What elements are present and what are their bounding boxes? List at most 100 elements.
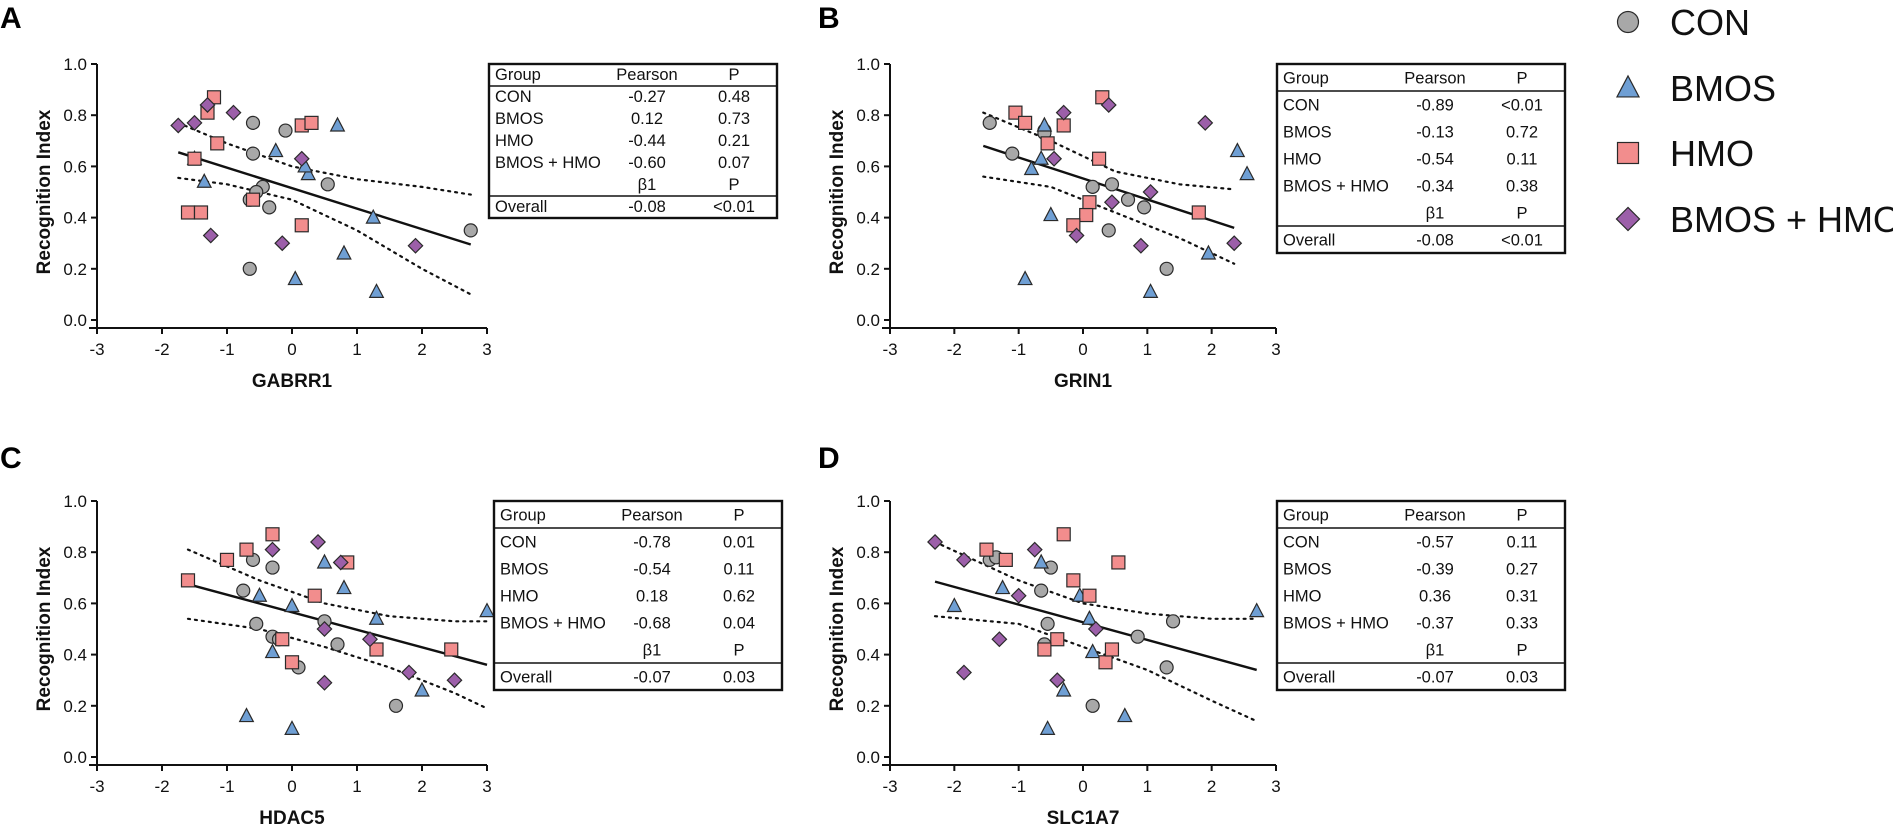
- data-point-triangle: [1033, 149, 1050, 165]
- legend-label: HMO: [1670, 133, 1754, 174]
- series-hmo: [180, 90, 319, 233]
- data-point-diamond: [927, 533, 944, 550]
- data-point-square: [275, 632, 290, 647]
- panel-letter: A: [0, 2, 22, 35]
- ci-lower-line: [177, 176, 472, 296]
- data-point-diamond: [1068, 227, 1085, 244]
- table-row-cell: -0.34: [1416, 177, 1454, 195]
- data-point-triangle: [368, 283, 385, 298]
- y-tick-label: 0.6: [63, 594, 87, 613]
- ci-upper-line: [933, 540, 1258, 620]
- table-header-cell: Pearson: [1404, 506, 1465, 524]
- data-point-diamond: [1049, 672, 1066, 689]
- table-row-cell: 0.11: [724, 560, 755, 578]
- series-bmos-hmo: [1046, 96, 1243, 254]
- data-point-square: [1104, 642, 1120, 657]
- table-overall-cell: -0.08: [628, 198, 666, 216]
- y-axis-title: Recognition Index: [827, 546, 848, 711]
- data-point-square: [1056, 118, 1071, 133]
- table-row-cell: -0.89: [1416, 96, 1454, 114]
- data-point-square: [294, 218, 309, 233]
- x-tick-label: 0: [1078, 340, 1087, 359]
- table-row-cell: 0.73: [718, 110, 750, 128]
- x-tick-label: -3: [882, 777, 897, 796]
- panel-a: A 0.0 0.2 0.4 0.6 0.8 1.0 -3 -2 -1 0 1 2 3 GABRR1 Recog…: [0, 2, 492, 392]
- data-point-triangle: [1239, 165, 1255, 181]
- table-border: [487, 62, 779, 220]
- panel-letter: C: [0, 442, 22, 475]
- table-row-cell: -0.44: [628, 132, 666, 150]
- table-subheader-cell: β1: [1426, 641, 1445, 659]
- table-row-cell: BMOS: [1283, 560, 1332, 578]
- data-point-circle: [330, 637, 345, 652]
- x-tick-label: 1: [1143, 777, 1152, 796]
- panel-d: D 0.0 0.2 0.4 0.6 0.8 1.0 -3 -2 -1 0 1 2 3 SLC1A7 Recog…: [818, 442, 1281, 825]
- panel-c: C 0.0 0.2 0.4 0.6 0.8 1.0 -3 -2 -1 0 1 2 3 HDAC5 Recogn…: [0, 442, 495, 825]
- y-tick-label: 0.4: [856, 209, 880, 228]
- table-row-cell: HMO: [1283, 150, 1322, 168]
- data-point-diamond: [202, 227, 219, 244]
- data-point-square: [219, 552, 235, 567]
- data-point-circle: [278, 123, 293, 138]
- x-tick-label: 1: [1143, 340, 1152, 359]
- table-row-cell: -0.37: [1416, 614, 1454, 632]
- table-row-cell: BMOS: [495, 110, 544, 128]
- table-subheader-cell: P: [733, 641, 744, 659]
- regression-line: [187, 583, 488, 666]
- y-tick-label: 1.0: [856, 492, 880, 511]
- data-point-circle: [265, 560, 280, 575]
- data-point-diamond: [316, 621, 333, 637]
- data-point-circle: [1101, 223, 1116, 238]
- table-row-cell: BMOS + HMO: [1283, 614, 1389, 632]
- legend-marker-circle: [1616, 10, 1640, 34]
- legend: CON BMOS HMO BMOS + HMO: [1615, 2, 1893, 240]
- data-point-circle: [1165, 614, 1181, 629]
- data-point-square: [193, 205, 209, 220]
- table-row-cell: 0.31: [1506, 587, 1538, 605]
- table-row-cell: BMOS + HMO: [1283, 177, 1389, 195]
- x-tick-label: 0: [1078, 777, 1087, 796]
- x-tick-label: 3: [482, 340, 491, 359]
- data-point-square: [1056, 527, 1071, 542]
- data-point-triangle: [284, 597, 300, 613]
- data-point-circle: [1159, 261, 1174, 276]
- table-row-cell: 0.72: [1506, 123, 1538, 141]
- data-point-diamond: [1055, 104, 1072, 121]
- data-point-square: [284, 655, 300, 670]
- data-point-diamond: [1132, 237, 1149, 254]
- data-point-triangle: [368, 609, 385, 625]
- data-point-circle: [1040, 616, 1055, 631]
- y-tick-label: 1.0: [63, 492, 87, 511]
- y-tick-label: 0.2: [63, 697, 87, 716]
- x-tick-label: 3: [1271, 340, 1280, 359]
- x-axis-title: GABRR1: [252, 371, 333, 392]
- data-point-circle: [982, 115, 997, 130]
- data-point-circle: [1085, 698, 1100, 713]
- table-row-cell: -0.68: [633, 614, 671, 632]
- table-overall-cell: <0.01: [713, 198, 755, 216]
- data-point-diamond: [1226, 235, 1243, 252]
- y-tick-label: 0.4: [63, 646, 87, 665]
- table-row-cell: <0.01: [1501, 96, 1543, 114]
- x-tick-label: -1: [219, 777, 234, 796]
- data-point-diamond: [1100, 96, 1117, 113]
- x-tick-label: 1: [352, 777, 361, 796]
- series-bmos: [1017, 116, 1255, 298]
- table-row-cell: 0.01: [723, 533, 755, 551]
- table-border: [1275, 499, 1567, 692]
- y-tick-label: 0.4: [856, 646, 880, 665]
- data-point-diamond: [1046, 150, 1063, 167]
- table-row-cell: -0.60: [628, 154, 666, 172]
- y-axis-title: Recognition Index: [827, 109, 848, 274]
- x-tick-label: 2: [417, 340, 426, 359]
- panel-b: B 0.0 0.2 0.4 0.6 0.8 1.0 -3 -2 -1 0 1 2 3 GRIN1 Recogn…: [818, 2, 1281, 392]
- table-overall-cell: -0.07: [1416, 668, 1454, 686]
- data-point-triangle: [1142, 283, 1159, 298]
- y-tick-label: 0.4: [63, 209, 87, 228]
- x-tick-label: 0: [287, 340, 296, 359]
- data-point-diamond: [1010, 587, 1027, 604]
- data-point-triangle: [1017, 270, 1033, 286]
- data-point-triangle: [287, 270, 304, 286]
- table-row-cell: HMO: [495, 132, 534, 150]
- y-tick-label: 0.2: [63, 260, 87, 279]
